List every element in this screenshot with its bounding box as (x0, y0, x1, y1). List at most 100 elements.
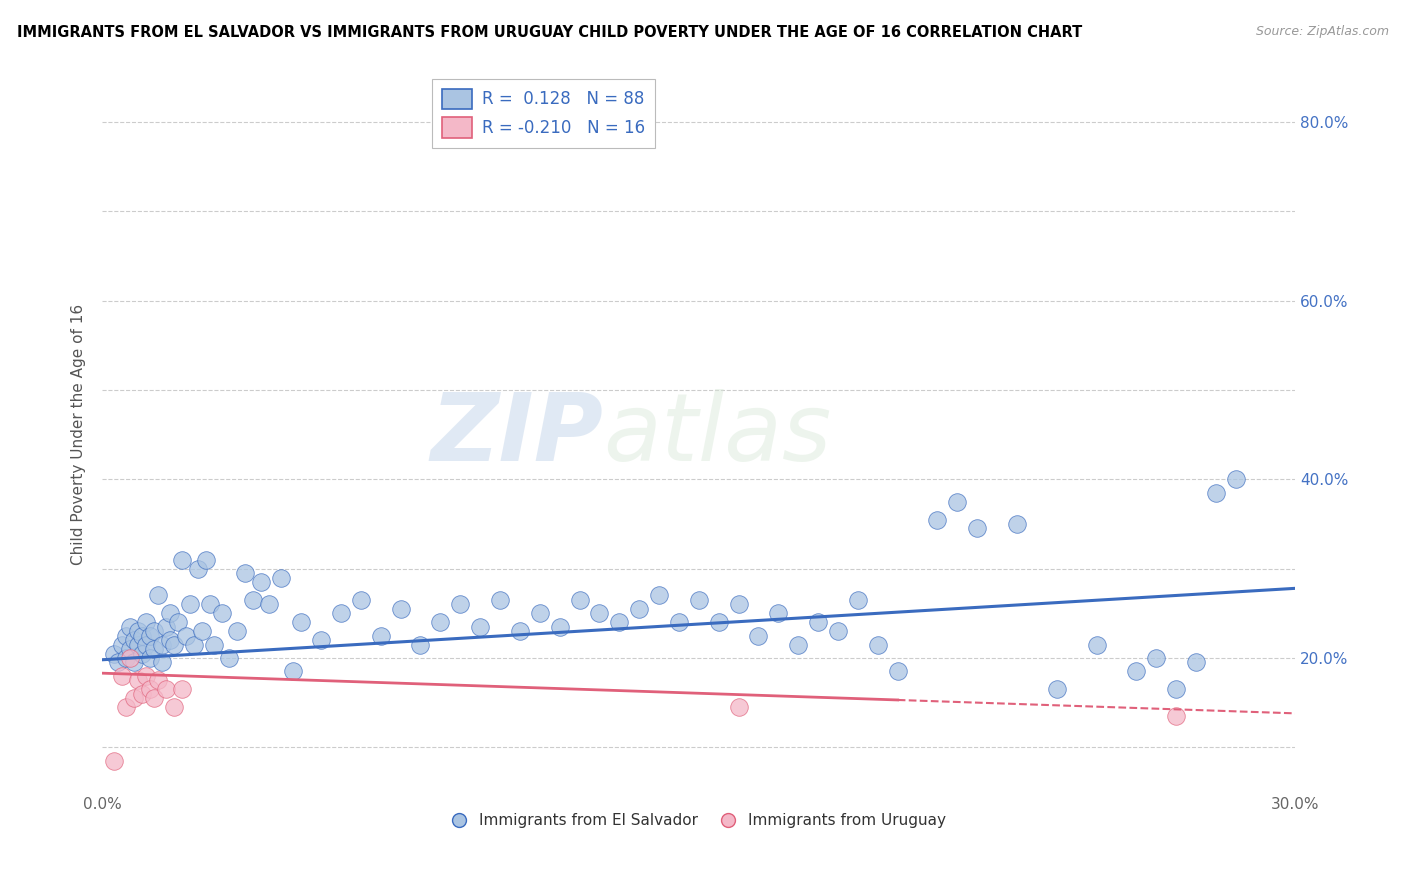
Point (966, 521, 988, 535)
Point (329, 607, 352, 621)
Point (827, 624, 849, 639)
Point (727, 598, 749, 612)
Point (568, 593, 591, 607)
Point (131, 687, 153, 701)
Point (846, 593, 869, 607)
Point (588, 607, 610, 621)
Point (127, 673, 149, 688)
Y-axis label: Child Poverty Under the Age of 16: Child Poverty Under the Age of 16 (72, 304, 86, 566)
Point (139, 651, 162, 665)
Point (707, 615, 730, 630)
Point (1144, 651, 1167, 665)
Point (111, 669, 134, 683)
Point (350, 593, 373, 607)
Point (127, 624, 149, 639)
Point (768, 607, 790, 621)
Point (131, 629, 153, 643)
Point (688, 593, 710, 607)
Point (146, 673, 169, 688)
Point (122, 633, 145, 648)
Point (409, 638, 432, 652)
Point (142, 642, 165, 657)
Point (194, 553, 217, 567)
Text: Source: ZipAtlas.com: Source: ZipAtlas.com (1256, 25, 1389, 38)
Point (290, 615, 312, 630)
Point (489, 593, 512, 607)
Point (159, 607, 181, 621)
Point (429, 615, 451, 630)
Point (142, 624, 165, 639)
Point (142, 691, 165, 706)
Point (866, 638, 889, 652)
Point (807, 615, 830, 630)
Point (135, 615, 157, 630)
Point (170, 553, 193, 567)
Point (449, 598, 471, 612)
Point (509, 624, 531, 639)
Point (187, 562, 209, 576)
Point (131, 647, 153, 661)
Text: IMMIGRANTS FROM EL SALVADOR VS IMMIGRANTS FROM URUGUAY CHILD POVERTY UNDER THE A: IMMIGRANTS FROM EL SALVADOR VS IMMIGRANT… (17, 25, 1083, 40)
Point (183, 638, 205, 652)
Point (111, 638, 134, 652)
Point (103, 754, 125, 768)
Point (1085, 638, 1108, 652)
Point (242, 593, 264, 607)
Point (226, 624, 249, 639)
Point (235, 566, 257, 581)
Point (747, 629, 769, 643)
Point (370, 629, 392, 643)
Point (270, 571, 292, 585)
Point (115, 651, 138, 665)
Point (202, 638, 225, 652)
Point (118, 620, 141, 634)
Point (886, 665, 908, 679)
Point (190, 624, 212, 639)
Point (118, 642, 141, 657)
Point (727, 700, 749, 714)
Point (159, 633, 181, 648)
Point (648, 589, 671, 603)
Point (1205, 485, 1227, 500)
Point (150, 638, 173, 652)
Point (127, 638, 149, 652)
Point (1166, 682, 1188, 697)
Point (170, 682, 193, 697)
Point (122, 656, 145, 670)
Point (115, 629, 138, 643)
Point (389, 602, 412, 616)
Point (946, 494, 969, 508)
Point (150, 656, 173, 670)
Text: ZIP: ZIP (430, 389, 603, 481)
Point (103, 647, 125, 661)
Point (163, 700, 186, 714)
Point (259, 598, 281, 612)
Point (787, 638, 810, 652)
Point (107, 656, 129, 670)
Point (198, 598, 221, 612)
Point (309, 633, 332, 648)
Point (174, 629, 197, 643)
Point (139, 629, 162, 643)
Point (548, 620, 571, 634)
Point (1125, 665, 1147, 679)
Point (146, 589, 169, 603)
Point (115, 700, 138, 714)
Point (166, 615, 188, 630)
Point (139, 682, 162, 697)
Point (211, 607, 233, 621)
Point (1185, 656, 1208, 670)
Legend: Immigrants from El Salvador, Immigrants from Uruguay: Immigrants from El Salvador, Immigrants … (446, 807, 952, 834)
Point (1005, 516, 1028, 531)
Point (122, 691, 145, 706)
Point (1225, 472, 1247, 486)
Point (529, 607, 551, 621)
Point (607, 615, 630, 630)
Text: atlas: atlas (603, 389, 831, 480)
Point (163, 638, 186, 652)
Point (927, 512, 949, 526)
Point (135, 669, 157, 683)
Point (628, 602, 651, 616)
Point (668, 615, 690, 630)
Point (1046, 682, 1069, 697)
